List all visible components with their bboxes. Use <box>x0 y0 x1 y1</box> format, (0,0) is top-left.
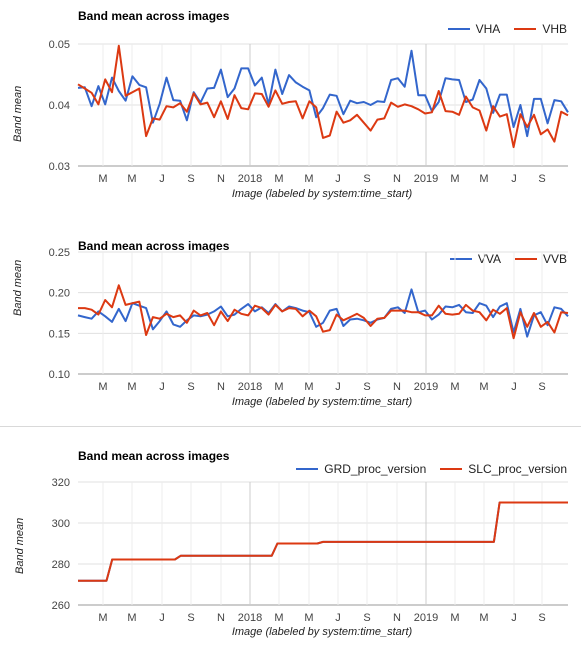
legend-item-grd[interactable]: GRD_proc_version <box>296 462 426 476</box>
x-tick-label: 2018 <box>238 381 262 393</box>
x-tick-label: 2019 <box>414 173 438 185</box>
x-tick-label: M <box>98 173 107 185</box>
x-tick-label: M <box>479 612 488 624</box>
legend-swatch <box>449 258 472 260</box>
x-tick-label: S <box>538 381 545 393</box>
chart-panel-proc-version: Band mean across images GRD_proc_version… <box>0 440 581 647</box>
chart-plot-proc-version[interactable]: 260 280 300 320 M M J S N 2018 M M J S N 2019 M M J S <box>0 440 581 647</box>
chart-panel-vh: Band mean across images VHA VHB Band mea… <box>0 0 581 210</box>
x-axis-label: Image (labeled by system:time_start) <box>231 188 413 200</box>
legend-swatch <box>440 468 463 470</box>
legend-label: GRD_proc_version <box>324 462 427 476</box>
x-tick-label: N <box>217 612 225 624</box>
y-tick-label: 0.03 <box>49 161 70 173</box>
legend-label: SLC_proc_version <box>468 462 567 476</box>
x-tick-label: J <box>159 612 165 624</box>
x-tick-label: 2018 <box>238 173 262 185</box>
x-tick-label: M <box>304 381 313 393</box>
x-tick-label: N <box>217 381 225 393</box>
chart-plot-vh[interactable]: 0.03 0.04 0.05 M M J S N 2018 M M J S N 2019 M M J S <box>0 0 581 210</box>
x-tick-label: M <box>450 173 459 185</box>
x-tick-label: S <box>187 612 194 624</box>
y-tick-label: 320 <box>52 477 70 489</box>
x-tick-label: M <box>274 173 283 185</box>
y-tick-label: 0.25 <box>49 247 70 259</box>
x-tick-label: M <box>98 381 107 393</box>
x-tick-label: M <box>98 612 107 624</box>
x-tick-label: S <box>363 173 370 185</box>
series-line-vha <box>77 49 569 138</box>
x-tick-label: N <box>217 173 225 185</box>
y-tick-label: 260 <box>52 600 70 612</box>
x-tick-label: M <box>274 612 283 624</box>
x-tick-label: J <box>511 381 517 393</box>
x-tick-label: J <box>335 381 341 393</box>
x-axis-label: Image (labeled by system:time_start) <box>231 626 413 638</box>
legend-label: VVB <box>542 252 567 266</box>
x-tick-label: J <box>511 612 517 624</box>
x-tick-label: N <box>393 381 401 393</box>
series-line-slc-proc-version <box>78 501 568 582</box>
legend-swatch <box>296 468 319 470</box>
legend-swatch <box>514 258 537 260</box>
x-tick-label: 2019 <box>414 381 438 393</box>
y-tick-label: 0.04 <box>49 100 70 112</box>
y-tick-label: 300 <box>52 518 70 530</box>
legend-swatch <box>447 28 470 30</box>
x-tick-label: M <box>127 381 136 393</box>
y-tick-label: 0.15 <box>49 328 70 340</box>
panel-divider <box>0 426 581 427</box>
x-tick-label: M <box>274 381 283 393</box>
chart-title: Band mean across images <box>78 9 230 23</box>
x-tick-label: M <box>450 612 459 624</box>
chart-legend[interactable]: VHA VHB <box>447 22 567 36</box>
x-tick-label: S <box>538 173 545 185</box>
x-axis-label: Image (labeled by system:time_start) <box>231 396 413 408</box>
x-tick-label: M <box>127 173 136 185</box>
legend-item-slc[interactable]: SLC_proc_version <box>440 462 567 476</box>
series-line-vvb <box>78 284 569 340</box>
x-tick-label: S <box>187 173 194 185</box>
x-tick-label: 2019 <box>414 612 438 624</box>
x-tick-label: J <box>335 612 341 624</box>
y-tick-label: 0.20 <box>49 288 70 300</box>
series-line-vva <box>77 288 569 338</box>
chart-plot-vv[interactable]: 0.10 0.15 0.20 0.25 M M J S N 2018 M M J S N 2019 M M J S <box>0 230 581 420</box>
x-tick-label: N <box>393 612 401 624</box>
legend-item-vhb[interactable]: VHB <box>514 22 567 36</box>
legend-label: VHA <box>475 22 501 36</box>
x-tick-label: S <box>538 612 545 624</box>
legend-swatch <box>514 28 537 30</box>
chart-title: Band mean across images <box>78 239 230 253</box>
y-tick-label: 0.05 <box>49 39 70 51</box>
x-tick-label: J <box>511 173 517 185</box>
x-tick-label: J <box>335 173 341 185</box>
y-tick-label: 0.10 <box>49 369 70 381</box>
x-tick-label: S <box>363 381 370 393</box>
x-tick-label: J <box>159 381 165 393</box>
y-tick-label: 280 <box>52 559 70 571</box>
x-tick-label: N <box>393 173 401 185</box>
chart-title: Band mean across images <box>78 449 230 463</box>
x-tick-label: M <box>450 381 459 393</box>
x-tick-label: M <box>304 173 313 185</box>
chart-legend[interactable]: GRD_proc_version SLC_proc_version <box>296 462 567 476</box>
x-tick-label: J <box>159 173 165 185</box>
series-line-vhb <box>77 44 569 149</box>
x-tick-label: S <box>187 381 194 393</box>
legend-item-vha[interactable]: VHA <box>447 22 501 36</box>
x-tick-label: M <box>479 381 488 393</box>
x-tick-label: M <box>304 612 313 624</box>
legend-label: VHB <box>542 22 567 36</box>
x-tick-label: S <box>363 612 370 624</box>
x-tick-label: M <box>479 173 488 185</box>
chart-panel-vv: Band mean across images VVA VVB Band mea… <box>0 230 581 420</box>
x-tick-label: 2018 <box>238 612 262 624</box>
x-tick-label: M <box>127 612 136 624</box>
legend-item-vvb[interactable]: VVB <box>514 252 567 266</box>
